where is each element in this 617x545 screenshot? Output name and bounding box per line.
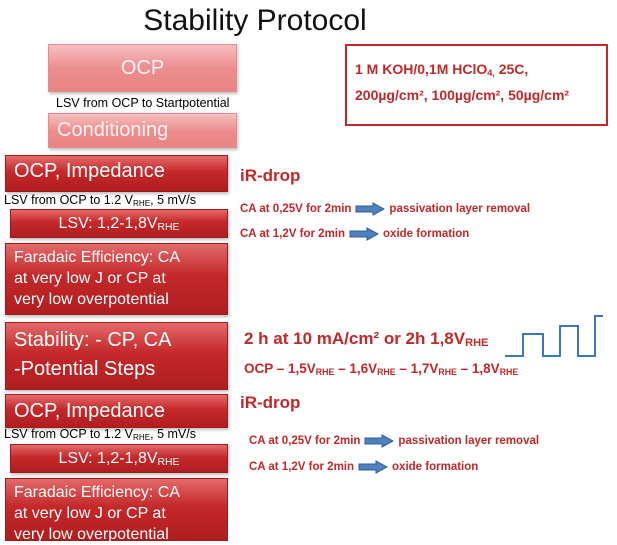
line: 200µg/cm², 100µg/cm², 50µg/cm²	[355, 87, 570, 103]
line: very low overpotential	[14, 526, 169, 543]
ocp-impedance-box: OCP, Impedance	[5, 394, 228, 428]
ca-step: CA at 0,25V for 2min passivation layer re…	[240, 202, 530, 216]
subscript: RHE	[499, 367, 519, 377]
line: Stability: - CP, CA	[14, 329, 172, 351]
text: LSV: 1,2-1,8V	[58, 215, 158, 232]
conditioning-box: Conditioning	[48, 113, 237, 148]
subscript: RHE	[315, 367, 335, 377]
text: – 1,6V	[334, 361, 378, 376]
lsv-box: LSV: 1,2-1,8VRHE	[10, 444, 228, 473]
label: OCP	[120, 57, 165, 79]
subscript: 4,	[487, 68, 495, 78]
potential-steps: OCP – 1,5VRHE – 1,6VRHE – 1,7VRHE – 1,8V…	[244, 361, 518, 377]
subscript: RHE	[133, 199, 151, 208]
ocp-impedance-box: OCP, Impedance	[5, 155, 228, 192]
line: at very low J or CP at	[14, 505, 166, 522]
ca-step: CA at 0,25V for 2min passivation layer re…	[249, 434, 539, 448]
subscript: RHE	[465, 337, 489, 349]
arrow	[364, 434, 395, 448]
label: OCP, Impedance	[14, 400, 165, 422]
text: 2 h at 10 mA/cm² or 2h 1,8V	[244, 329, 466, 348]
text: LSV: 1,2-1,8V	[58, 450, 158, 467]
stability-line: 2 h at 10 mA/cm² or 2h 1,8VRHE	[244, 329, 488, 349]
text: LSV from OCP to 1.2 V	[4, 427, 133, 441]
arrow	[355, 202, 386, 216]
note: LSV from OCP to 1.2 VRHE, 5 mV/s	[4, 427, 196, 442]
lsv-box: LSV: 1,2-1,8VRHE	[10, 209, 228, 238]
text: , 5 mV/s	[150, 193, 196, 207]
arrow	[349, 227, 380, 241]
label: Conditioning	[57, 119, 169, 141]
text: 1 M KOH/0,1M HClO	[355, 61, 488, 77]
text: CA at 1,2V for 2min	[249, 461, 355, 474]
text: CA at 0,25V for 2min	[240, 203, 352, 216]
text: oxide formation	[392, 461, 479, 474]
text: passivation layer removal	[398, 435, 540, 448]
ir-drop: iR-drop	[240, 393, 301, 412]
conditions-box: 1 M KOH/0,1M HClO4, 25C, 200µg/cm², 100µ…	[345, 44, 608, 126]
text: CA at 1,2V for 2min	[240, 228, 346, 241]
line: very low overpotential	[14, 291, 169, 308]
step-wave	[505, 315, 603, 357]
ir-drop: iR-drop	[240, 166, 301, 185]
subscript: RHE	[157, 222, 180, 233]
text: , 5 mV/s	[150, 427, 196, 441]
ocp-box: OCP	[48, 44, 237, 92]
subscript: RHE	[157, 457, 180, 468]
subscript: RHE	[377, 367, 396, 377]
text: LSV from OCP to 1.2 V	[4, 193, 133, 207]
faradaic-box: Faradaic Efficiency: CA at very low J or…	[5, 243, 228, 315]
text: – 1,7V	[395, 361, 439, 376]
line: 1 M KOH/0,1M HClO4, 25C,	[355, 58, 598, 84]
line: Faradaic Efficiency: CA	[14, 484, 180, 501]
text: oxide formation	[383, 228, 470, 241]
text: – 1,8V	[456, 361, 500, 376]
note: LSV from OCP to Startpotential	[56, 96, 230, 110]
faradaic-box: Faradaic Efficiency: CA at very low J or…	[5, 478, 228, 543]
line: Faradaic Efficiency: CA	[14, 249, 180, 266]
stability-box: Stability: - CP, CA -Potential Steps	[5, 322, 228, 390]
title: Stability Protocol	[143, 4, 367, 37]
text: CA at 0,25V for 2min	[249, 435, 361, 448]
ca-step: CA at 1,2V for 2min oxide formation	[249, 460, 478, 474]
label: OCP, Impedance	[14, 160, 165, 182]
ca-step: CA at 1,2V for 2min oxide formation	[240, 227, 469, 241]
subscript: RHE	[133, 433, 151, 442]
line: -Potential Steps	[14, 358, 156, 380]
arrow	[358, 460, 389, 474]
subscript: RHE	[438, 367, 457, 377]
note: LSV from OCP to 1.2 VRHE, 5 mV/s	[4, 193, 196, 208]
text: OCP – 1,5V	[244, 361, 316, 376]
text: passivation layer removal	[389, 203, 531, 216]
text: 25C,	[494, 61, 529, 77]
line: at very low J or CP at	[14, 270, 166, 287]
